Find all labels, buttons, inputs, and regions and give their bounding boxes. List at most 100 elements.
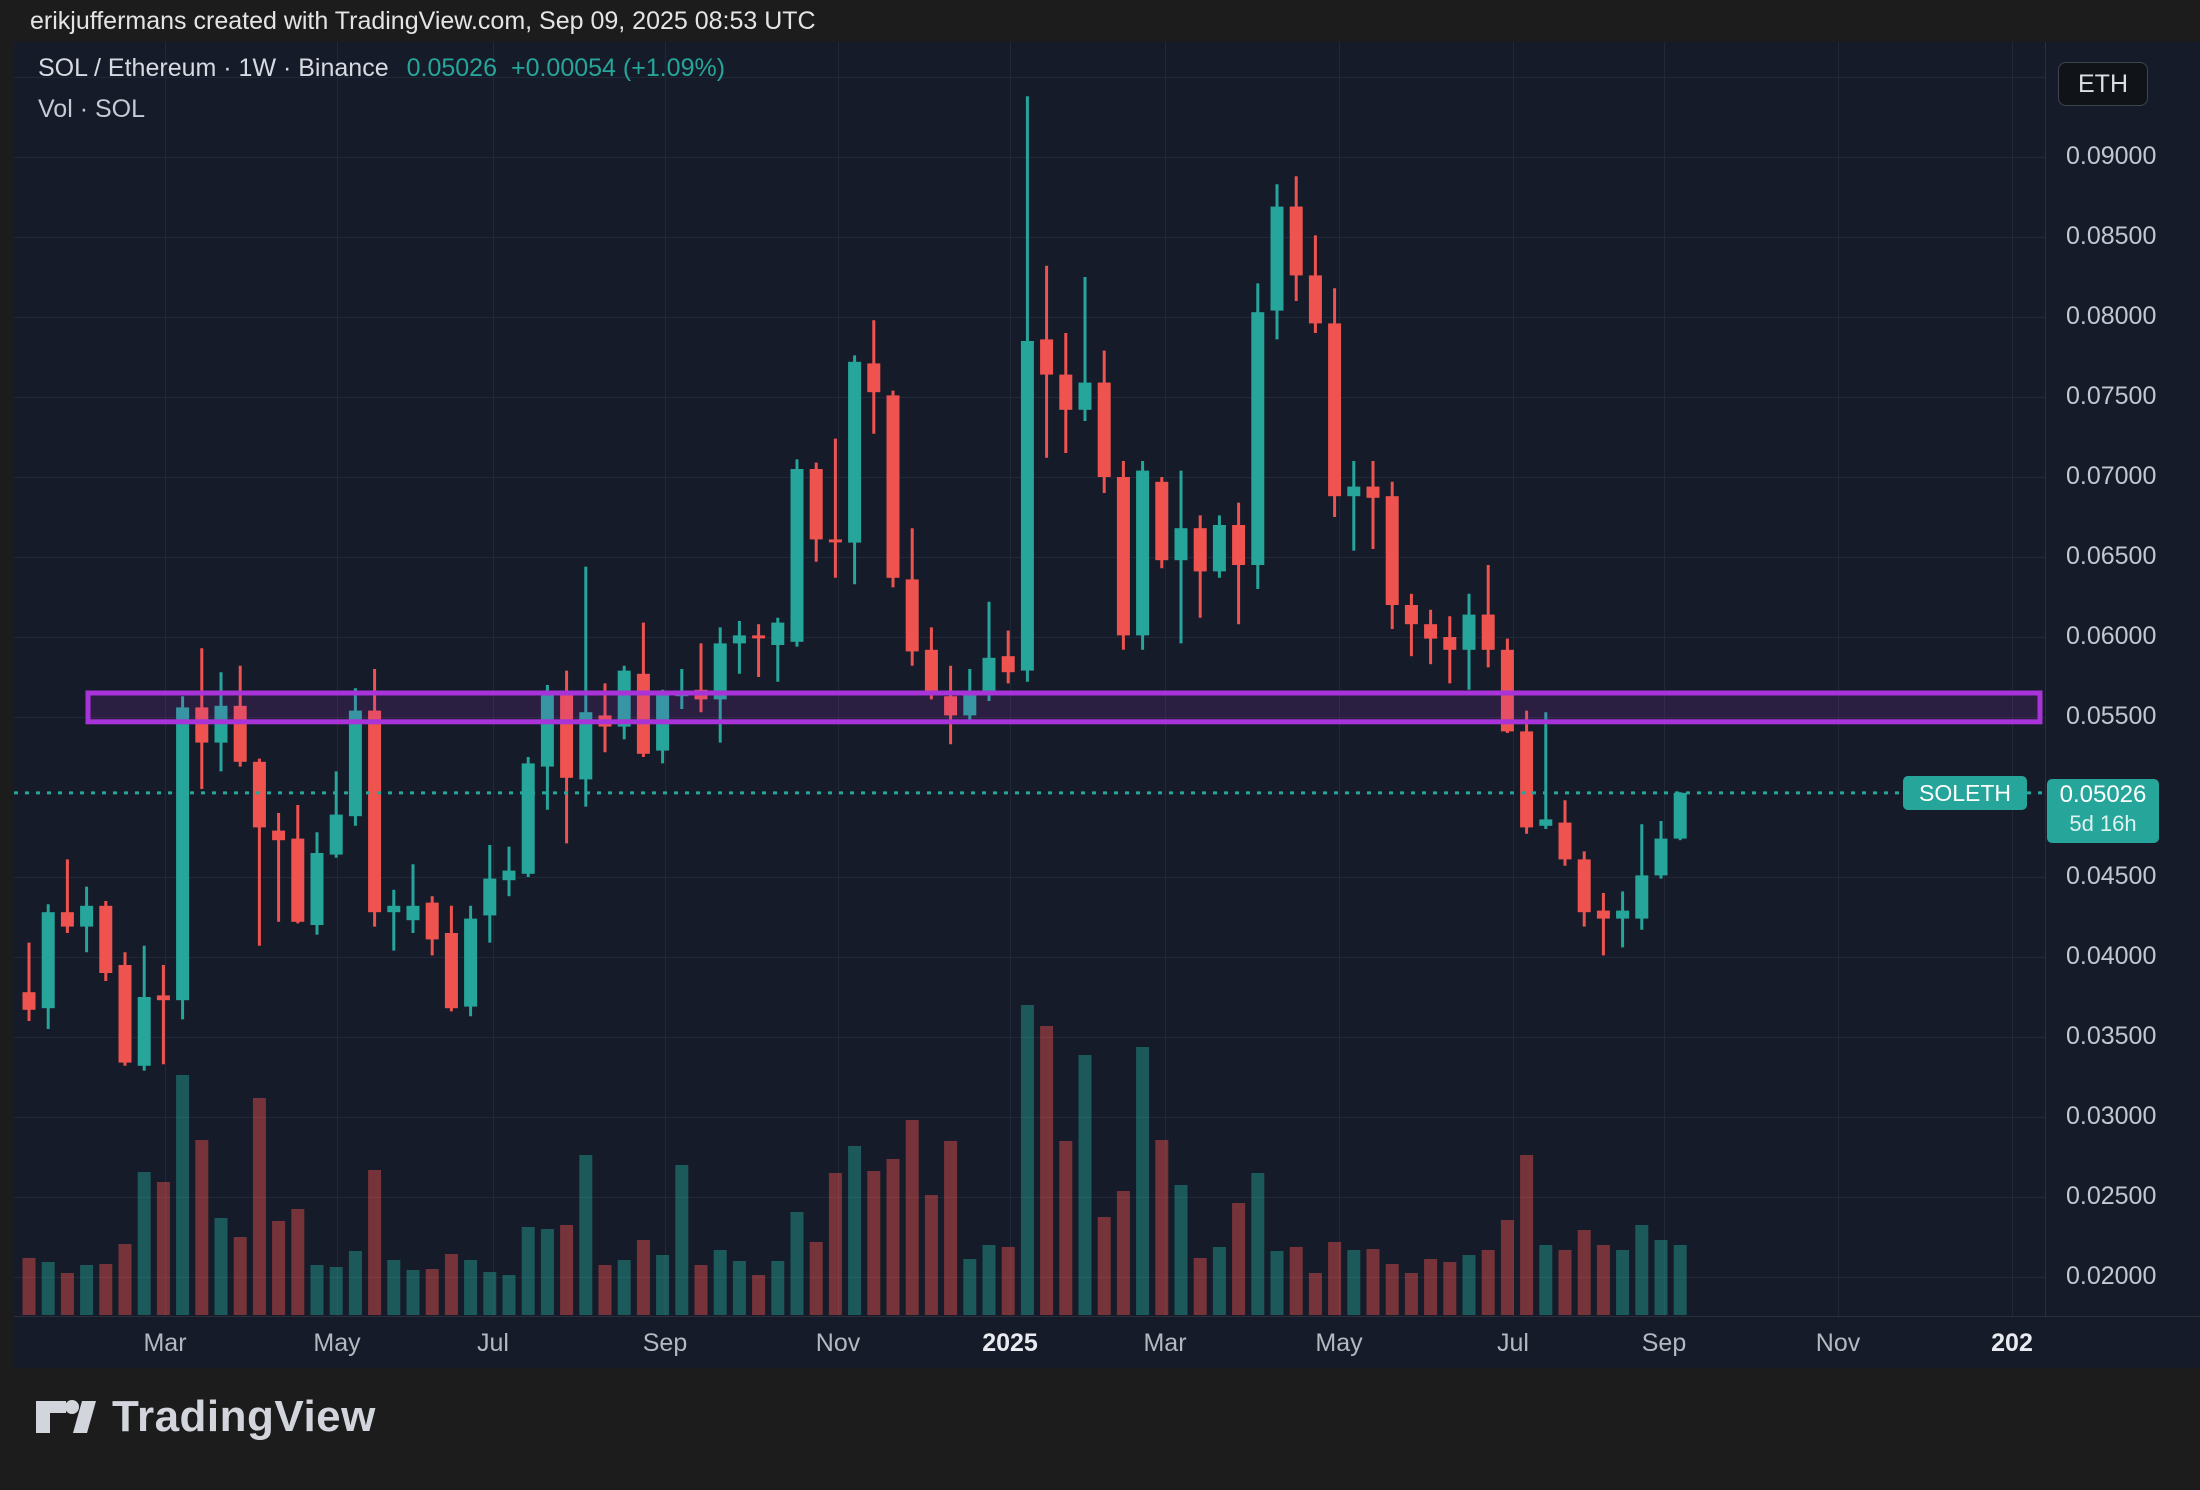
time-tick-label: 202 [1991,1329,2033,1357]
time-axis[interactable]: Mar May Jul Sep Nov 2025 Mar May Jul Sep Nov 202 [14,1316,2200,1369]
volume-bar [675,1165,689,1315]
volume-bar [944,1141,958,1315]
volume-bar [1596,1245,1610,1315]
price-tick-label: 0.06000 [2066,622,2157,650]
volume-bar [1097,1217,1111,1315]
volume-bar [1500,1220,1514,1315]
candle-body [809,469,823,540]
legend: SOL / Ethereum · 1W · Binance 0.05026 +0.0… [38,54,725,124]
time-tick-label: 2025 [982,1329,1038,1357]
price-pane[interactable]: SOL / Ethereum · 1W · Binance 0.05026 +0.0… [14,42,2045,1316]
candle-body [406,905,420,921]
candle-body [176,707,190,1001]
candle-body [1232,525,1246,565]
volume-bar [464,1260,478,1315]
candle-body [1577,859,1591,913]
volume-bar [521,1227,535,1315]
tradingview-logo[interactable]: TradingView [34,1392,376,1442]
volume-bar [233,1237,247,1315]
volume-bar [137,1172,151,1315]
chart-container: SOL / Ethereum · 1W · Binance 0.05026 +0.0… [14,42,2200,1369]
volume-bar [1001,1247,1015,1315]
candle-body [310,853,324,925]
candle-body [540,694,554,767]
candle-body [1673,792,1687,839]
candle-body [1136,470,1150,636]
symbol-title[interactable]: SOL / Ethereum · 1W · Binance [38,54,389,82]
candle-body [1308,275,1322,324]
candle-body [732,635,746,644]
volume-bar [252,1098,266,1315]
candle-body [905,579,919,652]
candle-body [1462,614,1476,650]
price-axis[interactable]: ETH 0.05026 5d 16h 0.09000 0.08500 0.08000… [2045,42,2200,1316]
candle-body [1385,496,1399,605]
volume-bar [924,1195,938,1315]
volume-bar [118,1244,132,1315]
volume-bar [22,1258,36,1315]
volume-bar [560,1225,574,1315]
volume-bar [1040,1026,1054,1315]
volume-bar [176,1075,190,1315]
symbol-price-flag[interactable]: SOLETH [1903,775,2028,810]
candle-body [560,694,574,778]
volume-bar [1404,1273,1418,1315]
legend-last-price: 0.05026 [406,54,497,82]
volume-bar [425,1269,439,1315]
candle-body [41,912,55,1009]
volume-bar [387,1260,401,1315]
volume-legend-label[interactable]: Vol · SOL [38,95,145,123]
price-tick-label: 0.04500 [2066,862,2157,890]
candle-body [387,905,401,913]
candle-body [1289,206,1303,276]
candle-body [944,696,958,716]
candle-body [1328,323,1342,497]
candle-body [886,395,900,578]
volume-bar [809,1242,823,1315]
volume-bar [963,1259,977,1315]
volume-bar [713,1250,727,1315]
volume-bar [848,1146,862,1315]
credit-text: erikjuffermans created with TradingView.… [30,7,816,35]
candle-body [1424,624,1438,639]
volume-bar [1635,1225,1649,1315]
volume-bar [156,1182,170,1315]
volume-bar [752,1275,766,1315]
volume-bar [1462,1255,1476,1315]
candle-body [1078,382,1092,410]
candle-body [617,670,631,727]
volume-bar [1289,1247,1303,1315]
time-tick-label: Nov [1815,1329,1861,1357]
volume-bar [272,1221,286,1315]
volume-bar [80,1265,94,1315]
candle-body [713,643,727,700]
time-tick-label: Nov [815,1329,861,1357]
currency-toggle-button[interactable]: ETH [2058,62,2148,106]
tradingview-logo-text: TradingView [112,1392,376,1441]
symbol-legend-row[interactable]: SOL / Ethereum · 1W · Binance 0.05026 +0.0… [38,54,725,83]
time-tick-label: Sep [1641,1329,1687,1357]
volume-bar [1385,1264,1399,1315]
candle-body [1404,605,1418,625]
tradingview-logo-icon [36,1400,96,1433]
volume-legend-row[interactable]: Vol · SOL [38,95,725,124]
last-price-badge[interactable]: 0.05026 5d 16h [2047,779,2159,843]
volume-bar [502,1275,516,1315]
price-tick-label: 0.06500 [2066,542,2157,570]
candlestick-plot[interactable] [14,42,2045,1316]
candle-body [521,763,535,874]
volume-bar [617,1260,631,1315]
candle-body [1596,910,1610,919]
volume-bar [99,1264,113,1315]
volume-bar [1616,1250,1630,1315]
volume-bar [60,1273,74,1315]
volume-bar [1654,1240,1668,1315]
price-tick-label: 0.05500 [2066,702,2157,730]
volume-bar [214,1218,228,1315]
price-tick-label: 0.08500 [2066,222,2157,250]
candle-body [1366,486,1380,498]
volume-bar [1212,1247,1226,1315]
volume-bar [1174,1185,1188,1315]
footer: TradingView [0,1368,2200,1490]
volume-bar [1539,1245,1553,1315]
